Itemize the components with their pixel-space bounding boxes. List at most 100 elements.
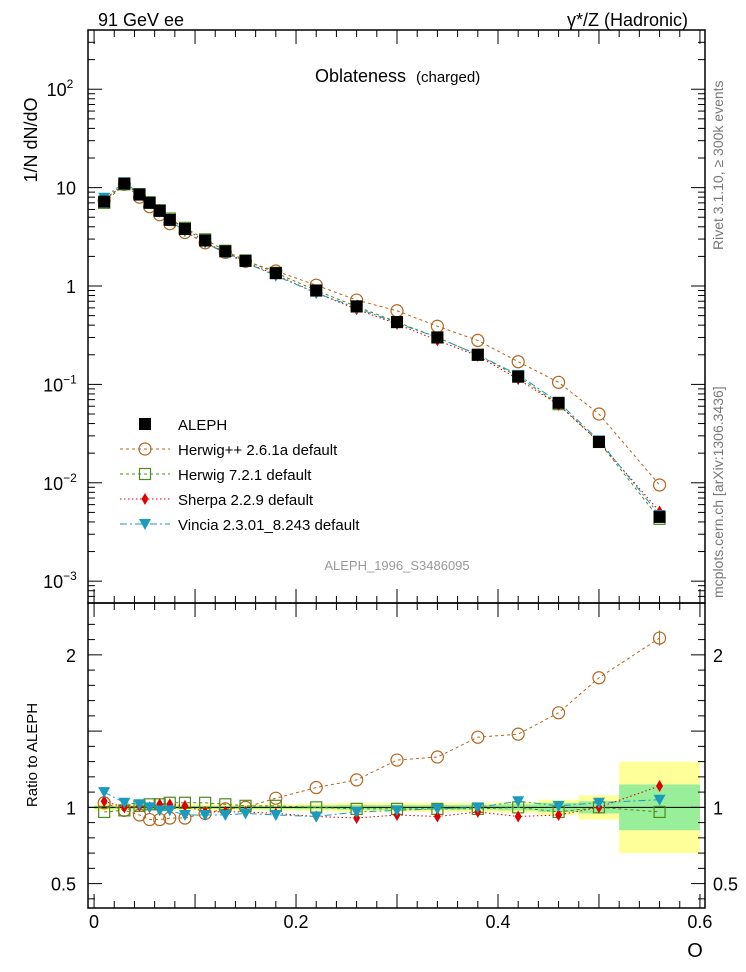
mcplots-label: mcplots.cern.ch [arXiv:1306.3436] — [710, 386, 726, 598]
main-point-data — [350, 300, 363, 313]
ratio-point-vincia — [512, 796, 525, 808]
ratio-axis-ticks: 0.5 0.5 1 1 2 2 0 0.2 0.4 0.6 — [51, 603, 738, 932]
main-point-herwigpp — [551, 375, 566, 389]
ratio-y-tick-label-right: 0.5 — [713, 875, 738, 895]
plot-subtitle: (charged) — [416, 69, 480, 86]
main-point-data — [178, 222, 191, 235]
main-point-data — [310, 284, 323, 297]
ratio-ylabel: Ratio to ALEPH — [24, 703, 41, 807]
ratio-point-vincia — [178, 809, 191, 821]
legend-marker-herwig7 — [138, 467, 152, 481]
process-label: γ*/Z (Hadronic) — [567, 10, 688, 30]
main-point-herwigpp — [592, 407, 606, 421]
ratio-line-herwig7 — [104, 802, 660, 813]
main-point-data — [391, 316, 404, 329]
ratio-point-herwigpp — [511, 727, 525, 741]
ratio-plot-frame — [87, 602, 706, 909]
ratio-point-vincia — [592, 797, 605, 809]
legend-label-herwig7: Herwig 7.2.1 default — [178, 467, 312, 484]
ratio-point-vincia — [239, 808, 252, 820]
ratio-line-herwigpp — [103, 637, 660, 821]
main-point-data — [133, 188, 146, 201]
main-point-data — [199, 234, 212, 247]
main-point-herwigpp — [471, 333, 485, 348]
y-tick-label: 10−2 — [43, 471, 77, 494]
y-tick-label: 102 — [47, 77, 74, 100]
ratio-point-vincia — [153, 805, 166, 817]
ratio-y-tick-label-left: 2 — [66, 646, 76, 666]
legend-marker-data — [139, 418, 151, 430]
main-point-data — [153, 204, 166, 217]
x-tick-label: 0.2 — [284, 912, 309, 932]
main-point-data — [269, 267, 282, 280]
ratio-point-vincia — [133, 799, 146, 811]
x-tick-label: 0.4 — [485, 912, 510, 932]
ratio-point-herwigpp — [350, 773, 364, 787]
ratio-point-herwigpp — [142, 812, 157, 827]
main-ylabel: 1/N dN/dO — [21, 97, 41, 182]
legend-marker-herwigpp — [138, 442, 152, 456]
ratio-point-vincia — [471, 802, 484, 814]
ratio-point-vincia — [118, 797, 131, 809]
ratio-point-vincia — [552, 800, 565, 812]
plot-title: Oblateness — [315, 66, 406, 86]
ratio-point-vincia — [98, 787, 111, 799]
ratio-point-vincia — [431, 803, 444, 815]
legend-marker-sherpa — [141, 493, 149, 505]
main-point-data — [163, 213, 176, 226]
ratio-point-vincia — [219, 809, 232, 821]
energy-label: 91 GeV ee — [98, 10, 184, 30]
ratio-y-tick-label-left: 1 — [66, 798, 76, 818]
ratio-point-vincia — [310, 811, 323, 823]
analysis-label: ALEPH_1996_S3486095 — [324, 558, 469, 573]
ratio-point-vincia — [653, 794, 666, 806]
y-tick-label: 10 — [56, 179, 76, 199]
main-point-data — [98, 195, 111, 208]
x-tick-label: 0 — [89, 912, 99, 932]
y-tick-label: 10−3 — [43, 569, 77, 592]
ratio-y-tick-label-right: 1 — [713, 798, 723, 818]
ratio-point-vincia — [199, 809, 212, 821]
ratio-point-herwigpp — [269, 791, 283, 805]
y-tick-label: 1 — [66, 277, 76, 297]
ratio-point-sherpa — [353, 812, 361, 825]
ratio-point-sherpa — [433, 810, 441, 823]
main-point-herwigpp — [652, 478, 667, 492]
main-point-data — [431, 331, 444, 344]
main-point-data — [143, 196, 156, 209]
ratio-point-sherpa — [100, 795, 108, 808]
ratio-point-sherpa — [555, 808, 563, 821]
main-point-data — [592, 435, 605, 448]
legend-label-vincia: Vincia 2.3.01_8.243 default — [178, 517, 360, 534]
main-point-data — [653, 510, 666, 523]
ratio-point-herwigpp — [471, 730, 485, 744]
legend-label-herwigpp: Herwig++ 2.6.1a default — [178, 442, 338, 459]
legend-label-data: ALEPH — [178, 417, 227, 434]
ratio-point-sherpa — [514, 810, 522, 823]
main-series — [97, 177, 667, 525]
ratio-point-vincia — [143, 802, 156, 814]
main-point-data — [219, 245, 232, 258]
y-tick-label: 10−1 — [43, 372, 77, 395]
main-point-data — [512, 370, 525, 383]
main-point-data — [118, 177, 131, 190]
main-point-data — [239, 254, 252, 267]
ratio-y-tick-label-right: 2 — [713, 646, 723, 666]
rivet-label: Rivet 3.1.10, ≥ 300k events — [710, 80, 726, 250]
ratio-point-herwigpp — [551, 706, 566, 720]
ratio-point-herwigpp — [592, 671, 606, 685]
ratio-point-herwig7 — [653, 805, 666, 819]
ratio-xlabel: O — [687, 940, 703, 962]
ratio-point-herwigpp — [390, 753, 404, 767]
main-point-data — [552, 396, 565, 409]
main-line-sherpa — [103, 182, 660, 512]
legend-marker-vincia — [139, 519, 151, 530]
ratio-point-vincia — [163, 805, 176, 817]
legend: ALEPH Herwig++ 2.6.1a default Herwig 7.2.1… — [120, 417, 360, 534]
ratio-point-herwigpp — [309, 780, 323, 795]
ratio-point-herwigpp — [430, 750, 444, 764]
main-point-herwigpp — [511, 355, 525, 369]
ratio-y-tick-label-left: 0.5 — [51, 875, 76, 895]
ratio-point-vincia — [391, 805, 404, 817]
